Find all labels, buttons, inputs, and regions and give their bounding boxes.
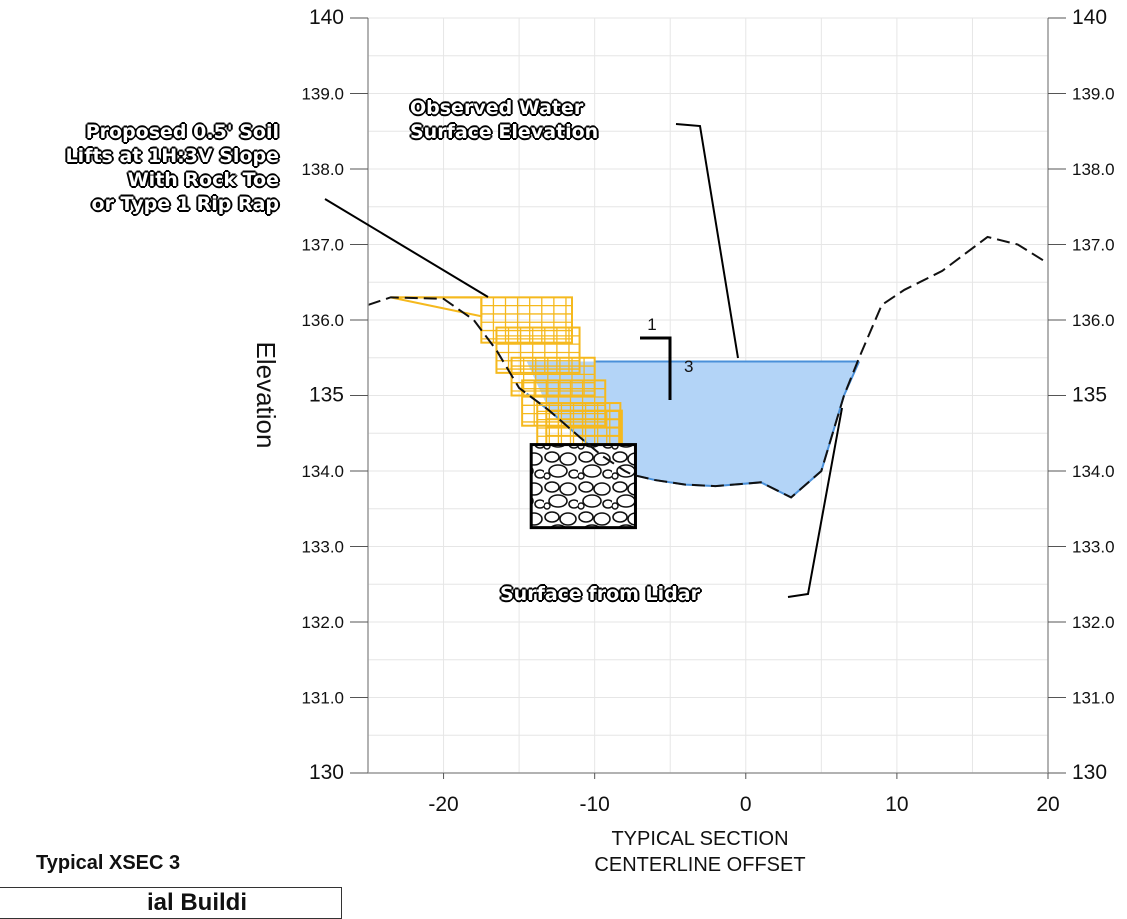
lidar-surface-callout: Surface from Lidar <box>500 583 700 605</box>
y-axis-title: Elevation <box>251 341 281 449</box>
y-tick-label-left: 137.0 <box>301 236 344 255</box>
y-tick-label-right: 130 <box>1072 761 1107 784</box>
soil-lifts-callout: Proposed 0.5' Soil Lifts at 1H:3V Slope … <box>65 121 279 215</box>
y-tick-label-right: 135 <box>1072 384 1107 407</box>
water-fill <box>526 361 860 498</box>
soil-lifts-leader <box>324 198 489 298</box>
rock-toe <box>529 443 637 530</box>
water-surface-leader <box>675 123 739 359</box>
y-tick-label-left: 140 <box>309 6 344 29</box>
section-subtitle: Typical XSEC 3 <box>36 852 181 874</box>
y-tick-label-left: 131.0 <box>301 689 344 708</box>
y-tick-label-right: 133.0 <box>1072 538 1115 557</box>
y-tick-label-right: 140 <box>1072 6 1107 29</box>
y-tick-label-right: 139.0 <box>1072 85 1115 104</box>
y-tick-label-left: 139.0 <box>301 85 344 104</box>
y-tick-label-right: 138.0 <box>1072 160 1115 179</box>
y-tick-label-left: 138.0 <box>301 160 344 179</box>
lidar-ground-line <box>367 235 1049 499</box>
y-tick-label-right: 137.0 <box>1072 236 1115 255</box>
partial-title-box: ial Buildi <box>0 887 342 919</box>
water-surface-callout: Observed Water Surface Elevation <box>410 97 599 143</box>
slope-rise-label: 3 <box>684 357 693 376</box>
rock-toe-layer <box>529 443 637 530</box>
slope-indicator: 13 <box>640 315 693 400</box>
x-tick-label: -10 <box>579 793 609 816</box>
soil-lift-wedge <box>390 296 483 318</box>
y-tick-label-right: 131.0 <box>1072 689 1115 708</box>
slope-run-label: 1 <box>647 315 656 334</box>
x-axis-title: TYPICAL SECTION CENTERLINE OFFSET <box>594 828 806 876</box>
y-tick-label-right: 136.0 <box>1072 311 1115 330</box>
slope-triangle <box>640 336 672 400</box>
leader-lines <box>324 123 843 598</box>
y-tick-label-left: 135 <box>309 384 344 407</box>
y-tick-label-left: 132.0 <box>301 613 344 632</box>
x-tick-label: 20 <box>1036 793 1059 816</box>
y-tick-label-right: 132.0 <box>1072 613 1115 632</box>
y-tick-label-left: 133.0 <box>301 538 344 557</box>
y-tick-label-left: 134.0 <box>301 462 344 481</box>
lidar-surface-leader <box>787 407 843 598</box>
partial-title-text: ial Buildi <box>147 889 248 916</box>
y-tick-label-right: 134.0 <box>1072 462 1115 481</box>
x-tick-label: 0 <box>740 793 752 816</box>
y-tick-label-left: 136.0 <box>301 311 344 330</box>
x-tick-label: 10 <box>885 793 908 816</box>
x-tick-label: -20 <box>428 793 458 816</box>
grid-lines <box>367 17 1049 774</box>
y-tick-label-left: 130 <box>309 761 344 784</box>
ground-layer <box>367 235 1049 499</box>
